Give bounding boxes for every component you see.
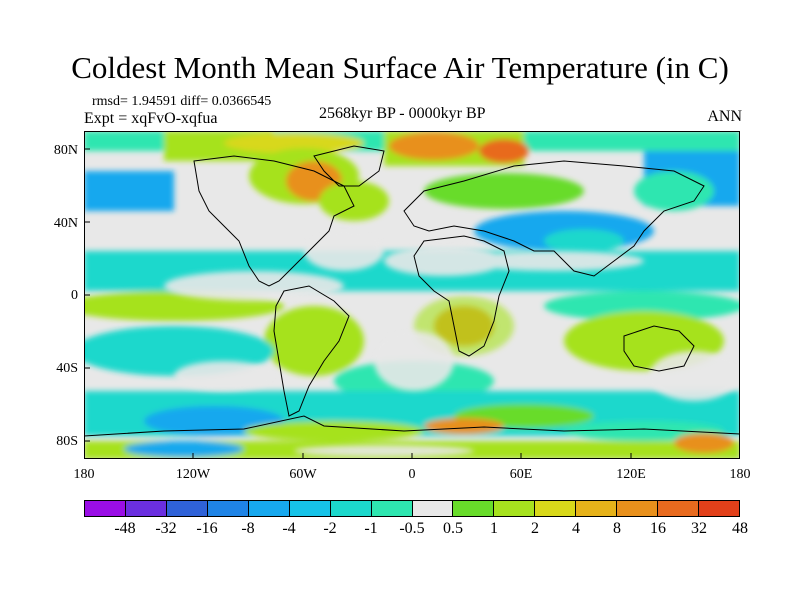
colorbar-box bbox=[207, 501, 249, 516]
colorbar-label: 4 bbox=[572, 520, 580, 537]
colorbar bbox=[84, 500, 740, 517]
colorbar-label: 32 bbox=[691, 520, 707, 537]
colorbar-box bbox=[125, 501, 167, 516]
lon-tick-label: 60E bbox=[509, 467, 533, 482]
colorbar-label: -16 bbox=[196, 520, 218, 537]
colorbar-box bbox=[330, 501, 372, 516]
lat-tick-label: 80N bbox=[53, 143, 78, 158]
lat-tick-label: 40S bbox=[56, 361, 78, 376]
colorbar-label: 0.5 bbox=[443, 520, 463, 537]
colorbar-box bbox=[453, 501, 495, 516]
map-title: Coldest Month Mean Surface Air Temperatu… bbox=[71, 50, 729, 85]
lon-tick-label: 0 bbox=[408, 467, 416, 482]
colorbar-label: 16 bbox=[650, 520, 666, 537]
colorbar-box bbox=[371, 501, 413, 516]
colorbar-label: 48 bbox=[732, 520, 748, 537]
lon-tick-label: 120E bbox=[616, 467, 646, 482]
period-label: 2568kyr BP - 0000kyr BP bbox=[319, 105, 486, 122]
colorbar-label: -32 bbox=[155, 520, 177, 537]
lat-tick-label: 40N bbox=[53, 216, 78, 231]
colorbar-box bbox=[166, 501, 208, 516]
lon-tick-label: 60W bbox=[289, 467, 317, 482]
colorbar-box bbox=[576, 501, 618, 516]
experiment-label: Expt = xqFvO-xqfua bbox=[84, 110, 218, 127]
colorbar-label: -8 bbox=[241, 520, 255, 537]
colorbar-label: -0.5 bbox=[399, 520, 425, 537]
lat-tick-label: 0 bbox=[71, 288, 78, 303]
temperature-anomaly-map bbox=[84, 131, 740, 459]
lon-tick-label: 180 bbox=[729, 467, 751, 482]
colorbar-box bbox=[658, 501, 700, 516]
continent-outlines bbox=[84, 145, 740, 437]
season-label: ANN bbox=[707, 108, 742, 125]
colorbar-box bbox=[535, 501, 577, 516]
colorbar-label: 2 bbox=[531, 520, 539, 537]
colorbar-box bbox=[617, 501, 659, 516]
colorbar-label: -48 bbox=[114, 520, 136, 537]
colorbar-box bbox=[85, 501, 126, 516]
colorbar-label: -1 bbox=[364, 520, 378, 537]
colorbar-box bbox=[699, 501, 739, 516]
lon-tick-label: 180 bbox=[73, 467, 95, 482]
colorbar-label: 1 bbox=[490, 520, 498, 537]
stats-label: rmsd= 1.94591 diff= 0.0366545 bbox=[92, 94, 272, 109]
colorbar-label: -4 bbox=[282, 520, 296, 537]
colorbar-box bbox=[248, 501, 290, 516]
colorbar-label: -2 bbox=[323, 520, 337, 537]
colorbar-box bbox=[494, 501, 536, 516]
lon-tick-label: 120W bbox=[175, 467, 211, 482]
axis-ticks bbox=[84, 148, 632, 459]
colorbar-box bbox=[412, 501, 454, 516]
colorbar-box bbox=[289, 501, 331, 516]
colorbar-label: 8 bbox=[613, 520, 621, 537]
temperature-field bbox=[84, 131, 740, 459]
lat-tick-label: 80S bbox=[56, 434, 78, 449]
